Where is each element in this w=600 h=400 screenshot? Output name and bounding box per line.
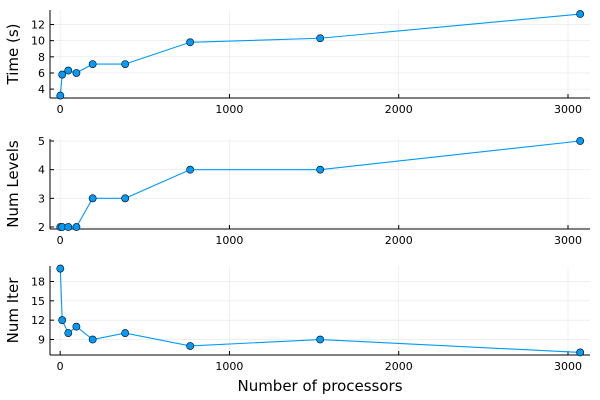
data-point	[58, 70, 67, 79]
data-point	[186, 38, 195, 47]
x-tick-label: 1000	[215, 234, 243, 247]
y-tick-label: 12	[31, 19, 45, 32]
subplot-1: 0 1000 2000 3000 4 6 8 10 12 Time (s)	[4, 10, 590, 116]
x-tick-label: 0	[57, 360, 64, 373]
x-tick-label: 0	[57, 103, 64, 116]
x-tick-label: 0	[57, 234, 64, 247]
x-tick-label: 1000	[215, 360, 243, 373]
data-point	[88, 60, 97, 68]
data-point	[121, 60, 130, 68]
y-tick-label: 15	[31, 295, 45, 308]
y-tick-label: 3	[38, 192, 45, 205]
y-tick-label: 6	[38, 67, 45, 80]
data-point	[64, 329, 73, 337]
series-line	[60, 140, 581, 228]
y-axis-title: Time (s)	[4, 24, 22, 86]
data-point	[121, 329, 130, 337]
x-tick-label: 2000	[385, 234, 413, 247]
data-point	[88, 194, 97, 203]
y-tick-label: 12	[31, 314, 45, 327]
x-tick-label: 2000	[385, 360, 413, 373]
y-tick-label: 18	[31, 275, 45, 288]
data-point	[316, 335, 325, 344]
data-point	[576, 348, 585, 357]
x-tick-label: 3000	[554, 234, 582, 247]
data-point	[186, 165, 195, 174]
y-tick-label: 2	[38, 221, 45, 234]
data-point	[576, 10, 585, 18]
data-point	[64, 66, 73, 75]
data-point	[186, 342, 195, 350]
data-point	[316, 34, 325, 43]
x-tick-label: 2000	[385, 103, 413, 116]
x-axis-title: Number of processors	[237, 377, 402, 395]
x-tick-label: 3000	[554, 360, 582, 373]
data-point	[58, 316, 67, 325]
subplot-2: 0 1000 2000 3000 2 3 4 5 Num Levels	[4, 135, 590, 247]
y-tick-label: 4	[38, 164, 45, 177]
x-tick-label: 1000	[215, 103, 243, 116]
data-point	[56, 264, 65, 273]
data-point	[72, 322, 81, 331]
x-tick-label: 3000	[554, 103, 582, 116]
data-point	[121, 194, 130, 203]
y-tick-label: 5	[38, 135, 45, 148]
data-point	[56, 91, 65, 100]
series-line	[59, 13, 581, 96]
y-tick-label: 4	[38, 83, 45, 96]
data-point	[88, 335, 97, 344]
data-point	[64, 223, 73, 231]
data-point	[72, 223, 81, 231]
y-axis-title: Num Levels	[4, 140, 22, 228]
data-point	[316, 165, 325, 174]
subplot-3: 0 1000 2000 3000 9 12 15 18 Num Iter Number of pr…	[4, 264, 590, 395]
y-axis-title: Num Iter	[4, 277, 22, 344]
y-tick-label: 10	[31, 35, 45, 48]
y-tick-label: 9	[38, 334, 45, 347]
data-point	[576, 137, 585, 145]
y-tick-label: 8	[38, 51, 45, 64]
data-point	[72, 69, 81, 77]
